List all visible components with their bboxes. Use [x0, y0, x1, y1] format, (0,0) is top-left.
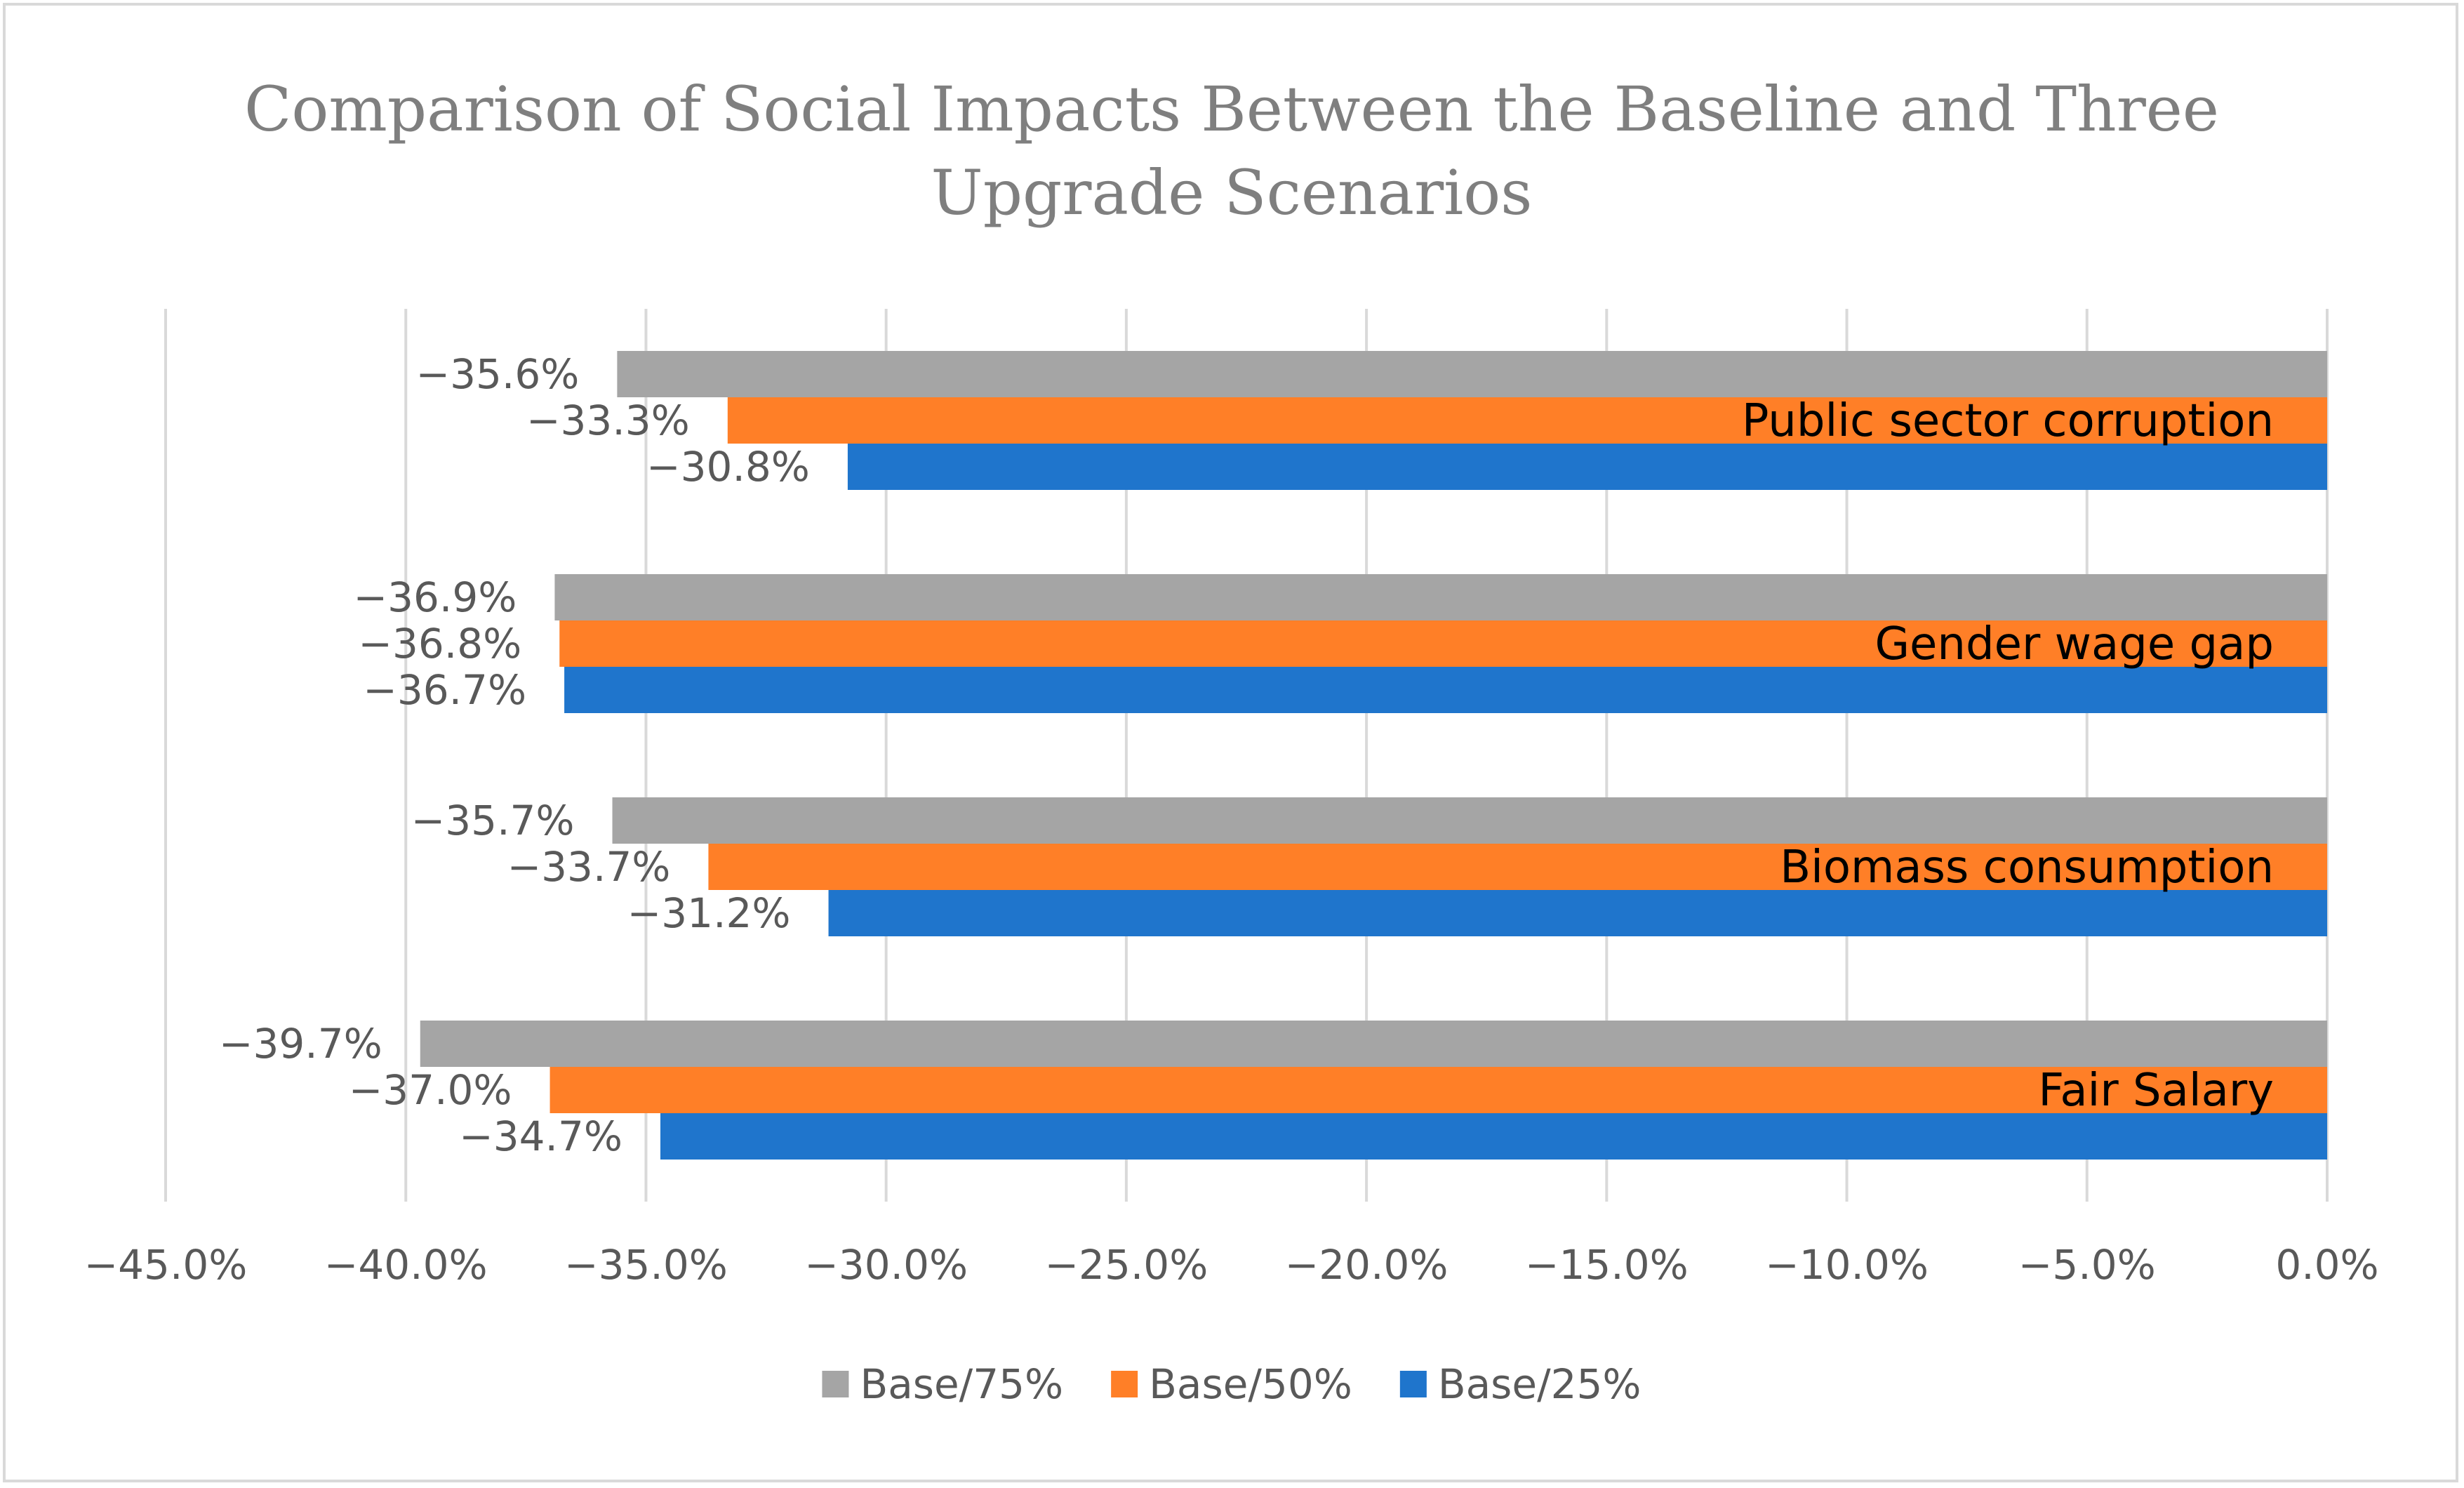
- x-tick-label: −30.0%: [804, 1241, 968, 1289]
- x-tick-label: 0.0%: [2275, 1241, 2378, 1289]
- bar: [708, 844, 2327, 890]
- x-tick-label: −40.0%: [324, 1241, 488, 1289]
- legend: Base/75% Base/50% Base/25%: [822, 1360, 1641, 1408]
- chart-frame: [3, 3, 2458, 1482]
- x-tick-label: −5.0%: [2018, 1241, 2156, 1289]
- category-label: Gender wage gap: [1874, 618, 2274, 670]
- bar: [420, 1021, 2327, 1067]
- data-label: −34.7%: [459, 1112, 622, 1160]
- x-tick-label: −45.0%: [84, 1241, 248, 1289]
- legend-label: Base/50%: [1149, 1360, 1352, 1408]
- chart-title-line-1: Comparison of Social Impacts Between the…: [244, 73, 2219, 145]
- bar: [612, 797, 2328, 844]
- data-label: −36.7%: [363, 666, 526, 714]
- category-label: Biomass consumption: [1780, 842, 2274, 894]
- bar: [554, 574, 2328, 620]
- legend-label: Base/75%: [860, 1360, 1063, 1408]
- legend-swatch: [1111, 1371, 1138, 1397]
- chart-title-line-2: Upgrade Scenarios: [931, 157, 1533, 229]
- x-tick-label: −25.0%: [1044, 1241, 1208, 1289]
- x-tick-label: −20.0%: [1285, 1241, 1449, 1289]
- bar: [617, 351, 2327, 397]
- bar: [564, 667, 2327, 713]
- chart-title: Comparison of Social Impacts Between the…: [244, 73, 2219, 229]
- x-tick-label: −10.0%: [1765, 1241, 1929, 1289]
- x-tick-label: −15.0%: [1525, 1241, 1689, 1289]
- bar: [660, 1113, 2327, 1160]
- legend-label: Base/25%: [1438, 1360, 1641, 1408]
- bar: [847, 444, 2327, 490]
- data-label: −31.2%: [627, 889, 791, 937]
- legend-swatch: [822, 1371, 849, 1397]
- data-label: −33.7%: [507, 843, 671, 891]
- data-labels: −35.6%−33.3%−30.8% −36.9%−36.8%−36.7% −35.…: [219, 350, 810, 1160]
- legend-swatch: [1399, 1371, 1427, 1397]
- data-label: −39.7%: [219, 1020, 382, 1068]
- data-label: −30.8%: [646, 443, 810, 491]
- data-label: −35.7%: [411, 797, 575, 844]
- bar: [559, 620, 2328, 667]
- bar: [550, 1067, 2327, 1113]
- bar: [828, 890, 2328, 936]
- data-label: −33.3%: [526, 397, 690, 444]
- category-labels: Public sector corruption Gender wage gap B…: [1742, 395, 2274, 1117]
- x-axis-tick-labels: −45.0% −40.0% −35.0% −30.0% −25.0% −20.0% −15.…: [84, 1241, 2379, 1289]
- category-label: Public sector corruption: [1742, 395, 2274, 447]
- data-label: −35.6%: [416, 350, 580, 398]
- data-label: −37.0%: [349, 1066, 512, 1114]
- data-label: −36.8%: [358, 620, 521, 667]
- data-label: −36.9%: [354, 573, 517, 621]
- category-label: Fair Salary: [2038, 1065, 2274, 1117]
- x-tick-label: −35.0%: [564, 1241, 728, 1289]
- bar: [727, 397, 2327, 444]
- bars: [420, 351, 2328, 1160]
